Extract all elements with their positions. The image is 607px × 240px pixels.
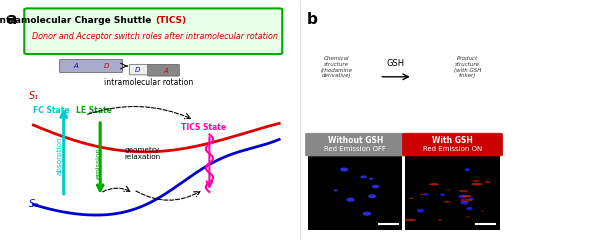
Text: FC State: FC State (33, 106, 70, 115)
Text: S₀: S₀ (29, 199, 39, 209)
Text: D: D (104, 63, 109, 69)
Ellipse shape (334, 189, 337, 192)
Ellipse shape (467, 207, 473, 210)
Ellipse shape (372, 185, 379, 188)
Ellipse shape (461, 195, 472, 197)
Text: Product
structure
(with GSH
linker): Product structure (with GSH linker) (453, 56, 481, 78)
Ellipse shape (405, 219, 416, 221)
Text: a: a (6, 12, 16, 27)
Ellipse shape (458, 194, 466, 198)
Ellipse shape (420, 194, 425, 195)
Ellipse shape (465, 216, 470, 217)
Ellipse shape (469, 198, 474, 200)
Text: intramolecular rotation: intramolecular rotation (104, 78, 194, 87)
Text: Chemical
structure
(rhodamine
derivative): Chemical structure (rhodamine derivative… (321, 56, 353, 78)
Text: GSH: GSH (387, 59, 405, 68)
Ellipse shape (363, 211, 371, 216)
Ellipse shape (446, 190, 451, 191)
Text: LE State: LE State (76, 106, 112, 115)
Ellipse shape (472, 180, 480, 182)
Ellipse shape (484, 181, 490, 183)
Text: Red Emission ON: Red Emission ON (423, 146, 482, 152)
Text: absorption: absorption (56, 137, 63, 175)
Text: D: D (135, 67, 140, 73)
Ellipse shape (340, 168, 348, 172)
Ellipse shape (409, 198, 414, 199)
Ellipse shape (424, 193, 429, 196)
FancyBboxPatch shape (59, 60, 123, 72)
FancyBboxPatch shape (24, 8, 282, 54)
FancyBboxPatch shape (305, 133, 405, 156)
Text: With GSH: With GSH (432, 136, 473, 145)
Ellipse shape (347, 198, 354, 202)
Text: geometry
relaxation: geometry relaxation (124, 147, 161, 160)
Text: A: A (163, 68, 168, 74)
Text: b: b (307, 12, 317, 27)
Ellipse shape (440, 193, 445, 196)
Ellipse shape (361, 175, 367, 178)
Ellipse shape (417, 209, 424, 212)
Ellipse shape (438, 220, 442, 221)
Ellipse shape (429, 183, 439, 186)
Text: (TICS): (TICS) (155, 16, 186, 25)
FancyBboxPatch shape (402, 133, 503, 156)
Text: Red Emission OFF: Red Emission OFF (324, 146, 387, 152)
FancyBboxPatch shape (129, 64, 149, 75)
Ellipse shape (481, 210, 484, 211)
Text: A: A (73, 63, 78, 69)
Ellipse shape (459, 190, 469, 192)
Text: emission: emission (95, 147, 101, 179)
Ellipse shape (471, 183, 483, 186)
FancyBboxPatch shape (148, 65, 179, 76)
Bar (405, 156, 500, 230)
Text: Twisted Intramolecular Charge Shuttle: Twisted Intramolecular Charge Shuttle (0, 16, 155, 25)
Ellipse shape (444, 201, 450, 203)
Bar (308, 156, 402, 230)
Ellipse shape (459, 199, 473, 202)
Text: Donor and Acceptor switch roles after intramolecular rotation: Donor and Acceptor switch roles after in… (32, 32, 278, 41)
Ellipse shape (368, 194, 376, 198)
Text: S₁: S₁ (29, 91, 39, 101)
Text: Without GSH: Without GSH (328, 136, 383, 145)
Ellipse shape (461, 201, 469, 205)
Text: TICS State: TICS State (181, 123, 226, 132)
Ellipse shape (464, 168, 470, 171)
Ellipse shape (369, 178, 373, 180)
